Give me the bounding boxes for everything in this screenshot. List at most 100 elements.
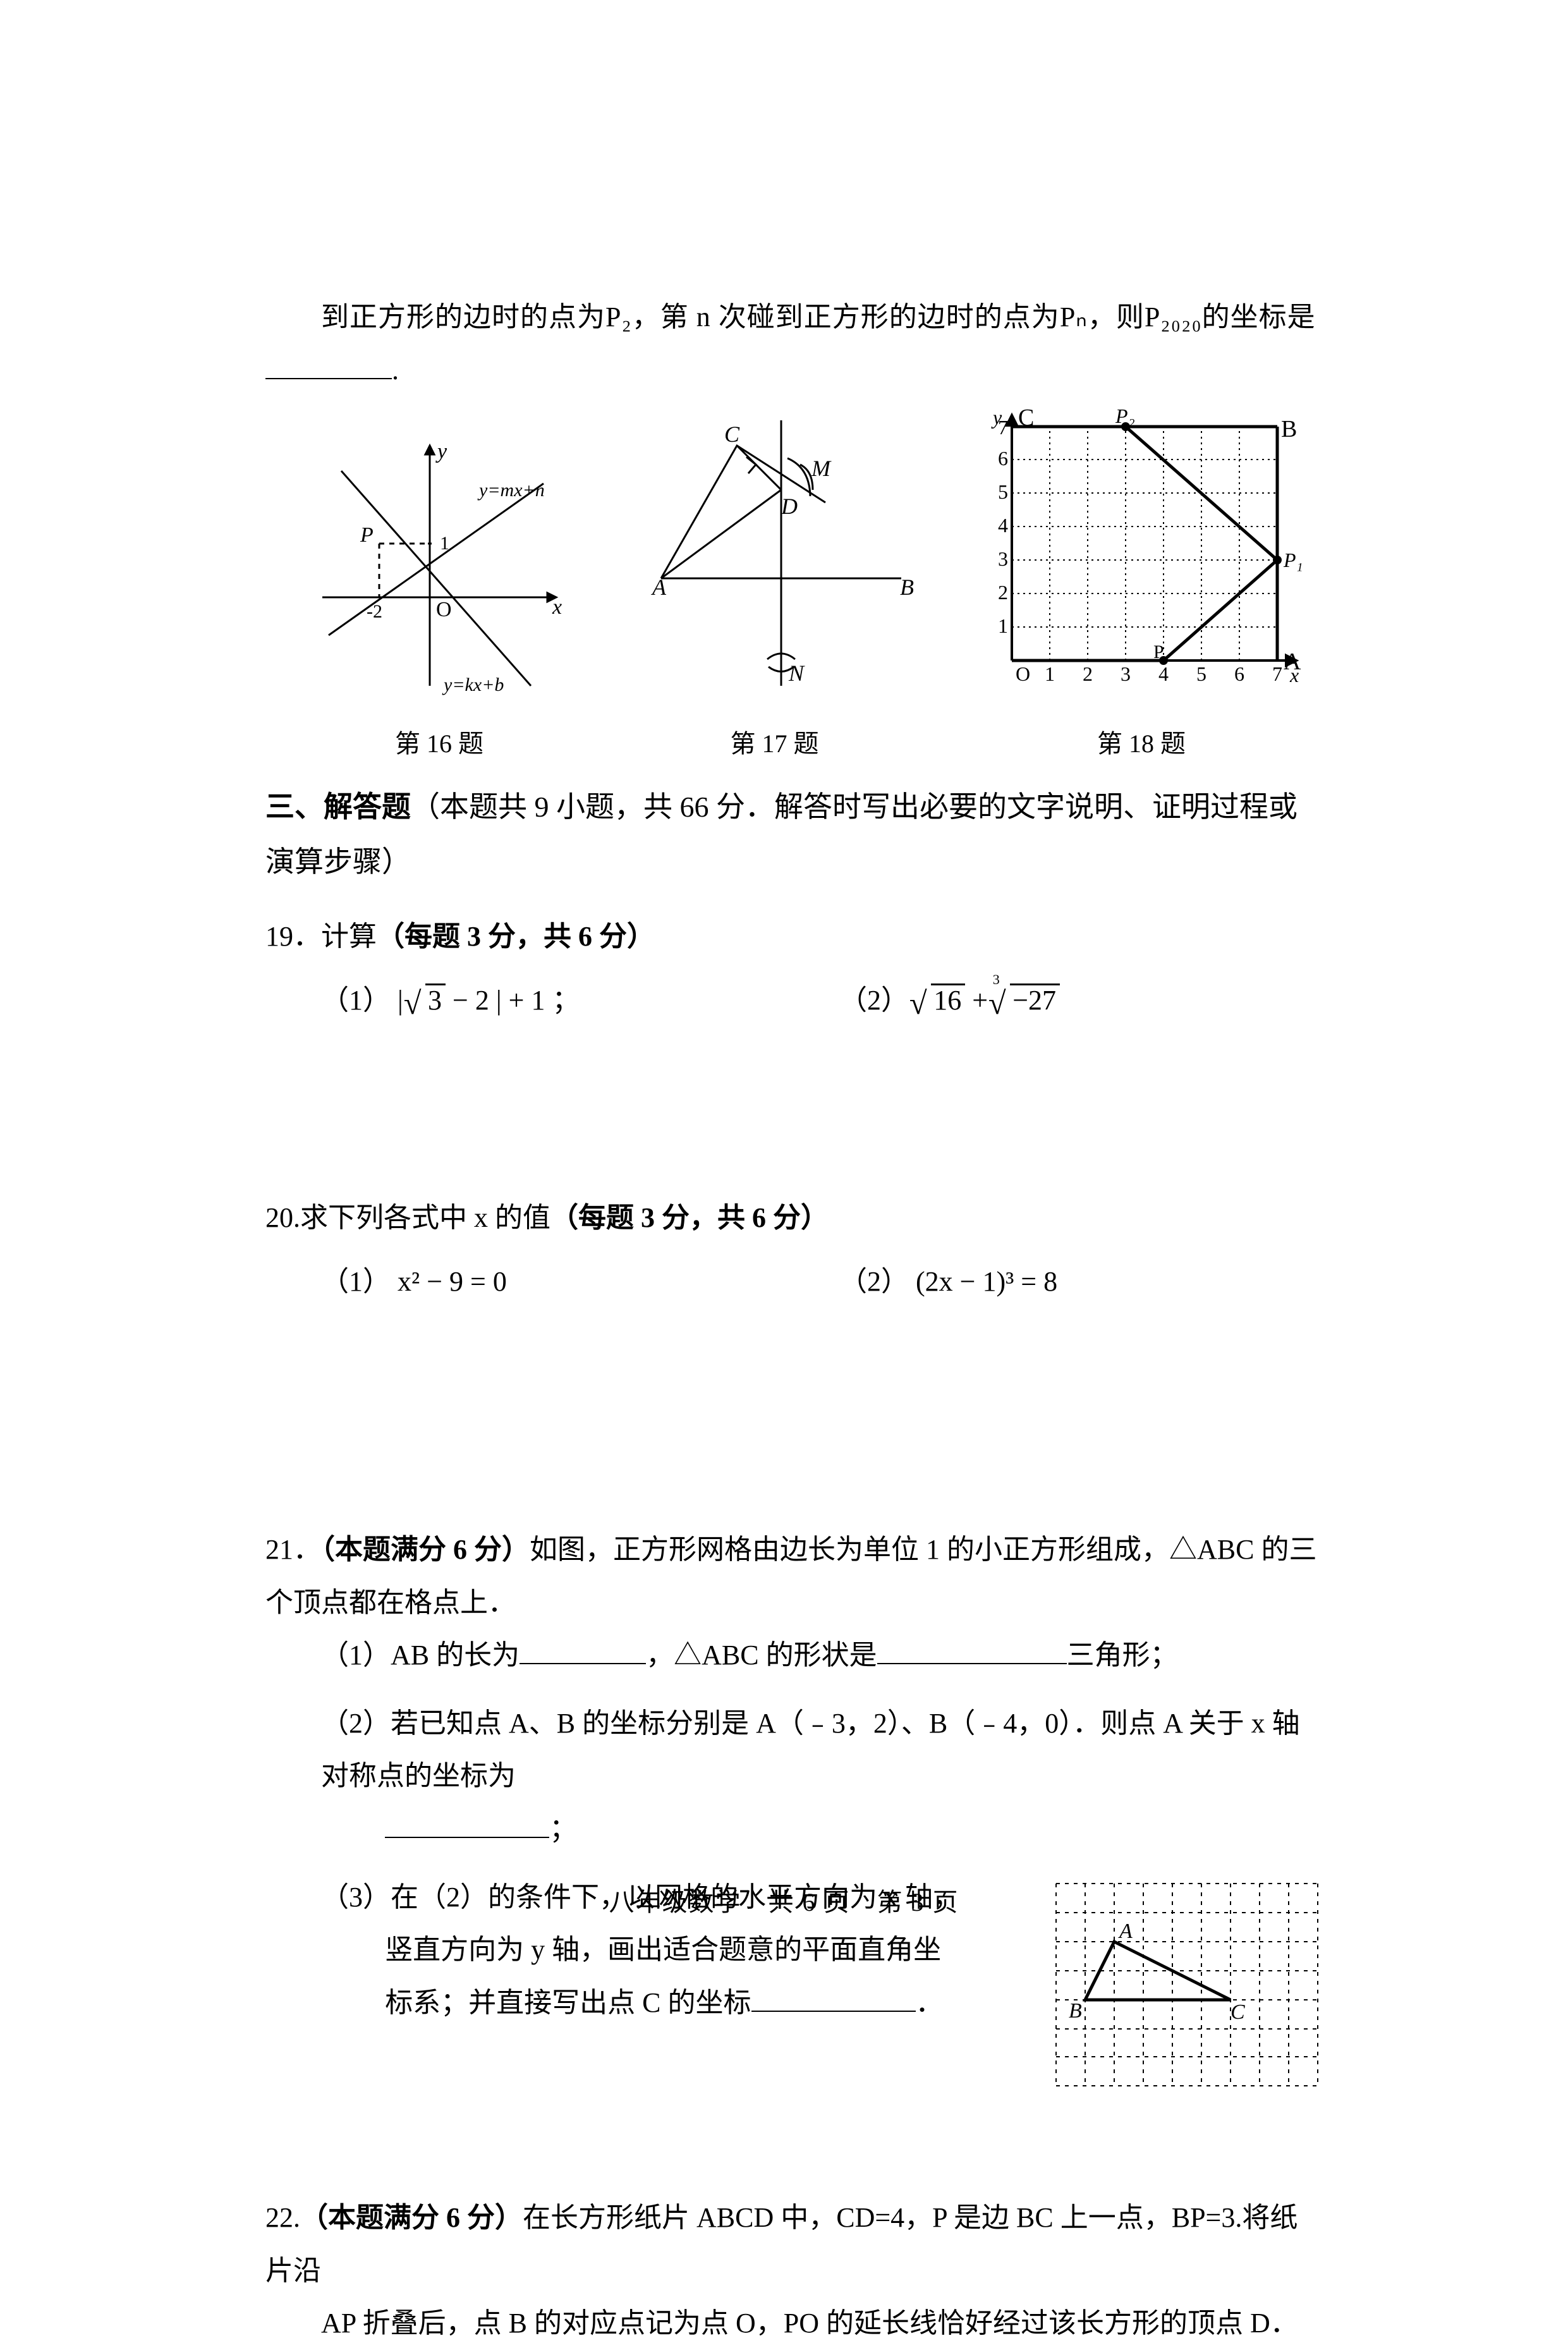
q20: 20.求下列各式中 x 的值（每题 3 分，共 6 分） xyxy=(265,1191,1322,1245)
q19-p1-rad: 3 xyxy=(425,983,446,1016)
fig18-A: A xyxy=(1284,648,1301,675)
q21-p1-blank2 xyxy=(877,1633,1067,1664)
fig17-N: N xyxy=(788,661,805,686)
figure-18: 1 2 3 4 5 6 7 1 2 3 4 5 6 7 O xyxy=(974,408,1309,768)
fig16-one: 1 xyxy=(440,533,449,554)
section-3-rest: （本题共 9 小题，共 66 分．解答时写出必要的文字说明、证明过程或演算步骤） xyxy=(265,791,1298,878)
q21-bold: （本题满分 6 分） xyxy=(321,1534,530,1565)
q19-p1-suffix: − 2 | + 1 ； xyxy=(446,985,580,1016)
intro-text-b: ，第 n 次碰到正方形的边时的点为 xyxy=(632,301,1060,332)
q20-label: 求下列各式中 x 的值 xyxy=(300,1202,550,1233)
fig18-xt4: 4 xyxy=(1158,662,1169,685)
q21-p2b: ； xyxy=(321,1803,1322,1856)
q21-body: （1）AB 的长为，△ABC 的形状是三角形； （2）若已知点 A、B 的坐标分… xyxy=(265,1629,1322,2116)
fig18-y: y xyxy=(991,408,1002,429)
q19-points: （每题 3 分，共 6 分） xyxy=(377,921,655,952)
fig18-yt6: 6 xyxy=(998,447,1008,470)
q21-p2-tail: ； xyxy=(549,1813,577,1844)
q22-bold: （本题满分 6 分） xyxy=(300,2202,523,2233)
section-3-bold: 三、解答题 xyxy=(265,791,411,823)
q21-C: C xyxy=(1231,2000,1245,2024)
q20-num: 20. xyxy=(265,1202,300,1233)
q19-part2-paren: （2） xyxy=(839,985,909,1016)
q22-line2: AP 折叠后，点 B 的对应点记为点 O，PO 的延长线恰好经过该长方形的顶点 … xyxy=(321,2308,1298,2339)
intro-p2020: P₂₀₂₀ xyxy=(1145,301,1202,332)
fig18-C: C xyxy=(1018,408,1034,431)
q19-part1-paren: （1） xyxy=(321,985,391,1016)
fig17-D: D xyxy=(781,494,798,519)
intro-blank xyxy=(265,347,392,379)
fig18-P2: P₂ xyxy=(1115,408,1135,427)
q19-p2-rad1: 16 xyxy=(931,983,965,1016)
fig18-P1: P₁ xyxy=(1283,549,1303,571)
q21-p3-blank xyxy=(751,1980,916,2011)
fig16-line1: y=mx+n xyxy=(477,480,545,501)
fig18-yt5: 5 xyxy=(998,480,1008,503)
intro-dot: . xyxy=(392,355,399,386)
q22-num: 22. xyxy=(265,2202,300,2233)
fig18-yt4: 4 xyxy=(998,514,1008,537)
figure-18-caption: 第 18 题 xyxy=(974,720,1309,768)
figure-row: y x O P 1 -2 y=mx+n y=kx+b 第 16 题 xyxy=(265,408,1322,768)
fig17-A: A xyxy=(651,575,667,600)
q20-part1-expr: x² − 9 = 0 xyxy=(398,1266,507,1297)
q19-label: 计算 xyxy=(321,921,377,952)
section-3-title: 三、解答题（本题共 9 小题，共 66 分．解答时写出必要的文字说明、证明过程或… xyxy=(265,779,1322,890)
q20-part1-paren: （1） xyxy=(321,1266,391,1297)
q21-p1-mid: ，△ABC 的形状是 xyxy=(646,1640,877,1671)
fig16-neg2: -2 xyxy=(367,601,382,622)
fig17-M: M xyxy=(811,456,832,481)
q21-p2: （2）若已知点 A、B 的坐标分别是 A（﹣3，2）、B（﹣4，0）．则点 A … xyxy=(321,1697,1322,1803)
q21-p3b: 竖直方向为 y 轴，画出适合题意的平面直角坐 xyxy=(321,1923,1024,1976)
fig18-yt3: 3 xyxy=(998,547,1008,570)
q19-parts: （1） | 3 − 2 | + 1 ； （2） 16 + 3−27 xyxy=(265,974,1322,1027)
q19-part1: （1） | 3 − 2 | + 1 ； xyxy=(321,974,839,1027)
q20-part1: （1） x² − 9 = 0 xyxy=(321,1255,839,1308)
figure-16: y x O P 1 -2 y=mx+n y=kx+b 第 16 题 xyxy=(303,433,575,768)
intro-p2: P₂ xyxy=(605,301,632,332)
q21-p1-blank1 xyxy=(520,1633,646,1664)
q21-p2-pre: （2）若已知点 A、B 的坐标分别是 A（﹣3，2）、B（﹣4，0）．则点 A … xyxy=(321,1708,1300,1792)
fig18-xt5: 5 xyxy=(1196,662,1206,685)
fig18-xt3: 3 xyxy=(1121,662,1131,685)
fig17-C: C xyxy=(724,422,740,447)
figure-16-svg: y x O P 1 -2 y=mx+n y=kx+b xyxy=(303,433,575,698)
q21-num: 21． xyxy=(265,1534,321,1565)
q19-num: 19． xyxy=(265,921,321,952)
fig18-xt2: 2 xyxy=(1083,662,1093,685)
q20-part2: （2） (2x − 1)³ = 8 xyxy=(839,1255,1322,1308)
figure-17-caption: 第 17 题 xyxy=(623,720,927,768)
page: 到正方形的边时的点为P₂，第 n 次碰到正方形的边时的点为Pₙ，则P₂₀₂₀的坐… xyxy=(0,0,1568,2217)
q19: 19．计算（每题 3 分，共 6 分） xyxy=(265,910,1322,963)
fig17-B: B xyxy=(900,575,914,600)
fig16-O: O xyxy=(436,598,452,621)
fig18-xt6: 6 xyxy=(1234,662,1244,685)
fig18-O: O xyxy=(1016,662,1030,685)
intro-text-c: ，则 xyxy=(1088,301,1145,332)
q21-p3c-tail: ． xyxy=(916,1987,944,2018)
fig16-line2: y=kx+b xyxy=(442,674,504,695)
q20-part2-paren: （2） xyxy=(839,1266,909,1297)
q21-B: B xyxy=(1069,1999,1082,2023)
fig18-yt2: 2 xyxy=(998,581,1008,604)
q20-points: （每题 3 分，共 6 分） xyxy=(550,1202,829,1233)
q21-p2-blank xyxy=(385,1806,549,1838)
fig16-y-label: y xyxy=(435,440,447,463)
figure-16-caption: 第 16 题 xyxy=(303,720,575,768)
page-footer: 八年级数学 共 6 页 第 3 页 xyxy=(0,1878,1568,1927)
intro-text-a: 到正方形的边时的点为 xyxy=(321,301,605,332)
intro-line: 到正方形的边时的点为P₂，第 n 次碰到正方形的边时的点为Pₙ，则P₂₀₂₀的坐… xyxy=(265,291,1322,396)
q21-p1: （1）AB 的长为，△ABC 的形状是三角形； xyxy=(321,1629,1322,1682)
q20-parts: （1） x² − 9 = 0 （2） (2x − 1)³ = 8 xyxy=(265,1255,1322,1308)
q21-p3c: 标系；并直接写出点 C 的坐标． xyxy=(321,1976,1024,2030)
fig18-P: P xyxy=(1153,642,1164,662)
figure-17: A B C D M N 第 17 题 xyxy=(623,408,927,768)
q22: 22.（本题满分 6 分）在长方形纸片 ABCD 中，CD=4，P 是边 BC … xyxy=(265,2191,1322,2297)
figure-18-svg: 1 2 3 4 5 6 7 1 2 3 4 5 6 7 O xyxy=(974,408,1309,698)
q19-p2-rad2: −27 xyxy=(1010,983,1060,1016)
intro-pn: Pₙ xyxy=(1060,301,1088,332)
fig16-P: P xyxy=(360,523,374,547)
fig18-B: B xyxy=(1281,416,1297,442)
q21: 21．（本题满分 6 分）如图，正方形网格由边长为单位 1 的小正方形组成，△A… xyxy=(265,1523,1322,1629)
fig18-xt1: 1 xyxy=(1045,662,1055,685)
